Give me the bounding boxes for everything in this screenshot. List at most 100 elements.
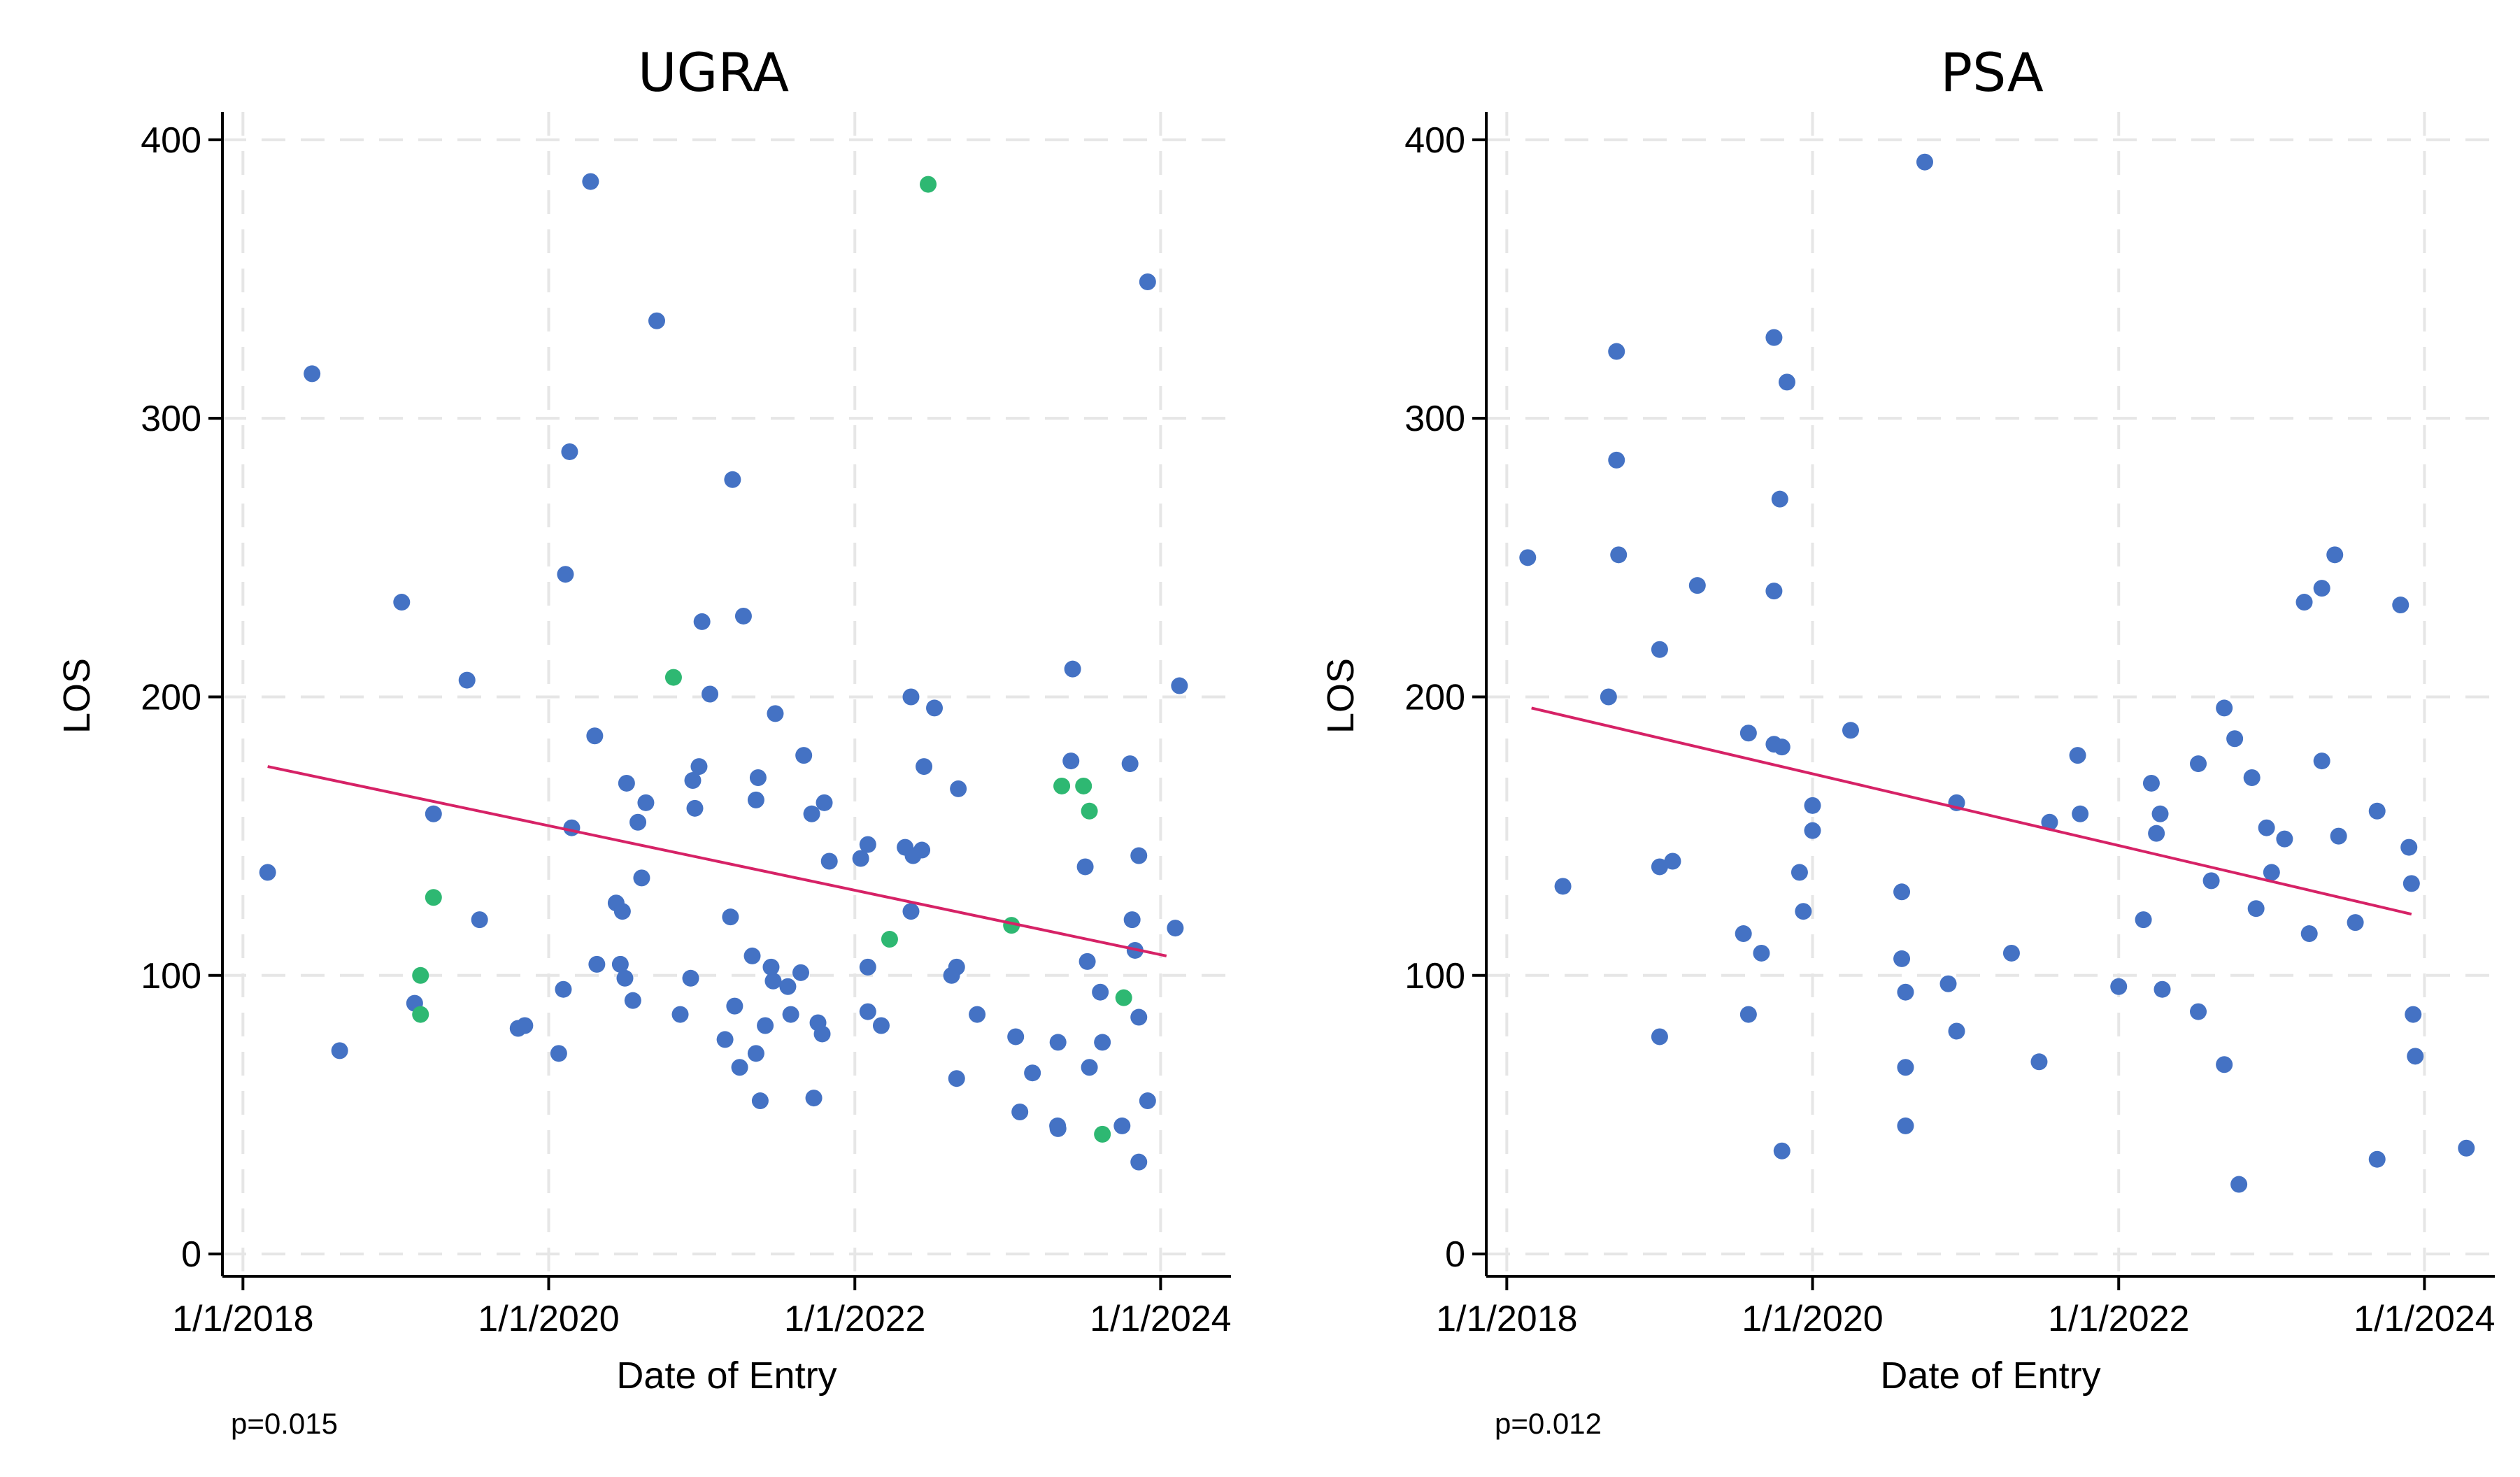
psa-x-tick-label: 1/1/2018 <box>1436 1299 1577 1339</box>
psa-data-point <box>1795 903 1812 920</box>
ugra-data-point <box>920 176 937 193</box>
ugra-data-point <box>1171 677 1188 694</box>
psa-data-point <box>2405 1006 2422 1023</box>
ugra-data-point <box>1079 952 1096 970</box>
ugra-data-point <box>751 1092 769 1110</box>
ugra-data-point <box>618 774 635 792</box>
ugra-data-point <box>1094 1034 1111 1051</box>
ugra-data-point <box>1064 660 1081 678</box>
ugra-x-ticks: 1/1/2018 1/1/2020 1/1/2022 1/1/2024 <box>172 1276 1232 1339</box>
ugra-data-point <box>1081 1059 1098 1076</box>
psa-data-point <box>2072 805 2089 822</box>
ugra-data-point <box>671 1006 689 1023</box>
ugra-y-tick-label: 400 <box>141 120 201 161</box>
ugra-fit-line <box>267 765 1167 957</box>
psa-data-point <box>2154 980 2171 998</box>
ugra-x-label: Date of Entry <box>616 1355 837 1397</box>
psa-data-point <box>2041 813 2058 831</box>
ugra-data-point <box>724 471 741 488</box>
psa-data-point <box>2326 546 2344 564</box>
ugra-data-point <box>1130 1008 1148 1026</box>
psa-data-point <box>2216 1056 2233 1073</box>
ugra-data-point <box>716 1031 734 1048</box>
psa-y-tick-label: 200 <box>1404 677 1465 718</box>
ugra-data-point <box>734 607 752 625</box>
ugra-data-point <box>1062 752 1080 770</box>
psa-data-point <box>1608 343 1625 360</box>
ugra-data-point <box>747 791 764 808</box>
psa-data-point <box>2216 699 2233 717</box>
psa-data-point <box>1897 1117 1914 1134</box>
ugra-data-point <box>1115 989 1132 1006</box>
ugra-data-point <box>1049 1034 1067 1051</box>
psa-x-tick-label: 1/1/2024 <box>2354 1299 2495 1339</box>
ugra-data-point <box>331 1042 348 1059</box>
psa-data-point <box>2313 580 2330 597</box>
ugra-data-point <box>624 992 641 1009</box>
psa-data-point <box>2135 911 2152 929</box>
ugra-data-point <box>582 173 599 190</box>
psa-data-point <box>2347 914 2364 932</box>
psa-data-point <box>2295 594 2313 611</box>
psa-points <box>1519 153 2475 1193</box>
ugra-data-point <box>1123 911 1141 929</box>
psa-data-point <box>2247 900 2265 918</box>
ugra-data-point <box>1081 802 1098 820</box>
ugra-data-point <box>795 747 813 764</box>
psa-data-point <box>2400 839 2418 856</box>
psa-data-point <box>1916 153 1933 171</box>
ugra-data-point <box>690 758 708 776</box>
ugra-data-point <box>859 836 876 853</box>
psa-data-point <box>1739 1006 1757 1023</box>
ugra-data-point <box>913 841 931 859</box>
psa-x-label: Date of Entry <box>1880 1355 2100 1397</box>
psa-data-point <box>2110 978 2128 995</box>
psa-y-ticks: 0 100 200 300 400 <box>1404 120 1486 1275</box>
psa-data-point <box>2407 1048 2424 1065</box>
psa-data-point <box>2368 802 2386 820</box>
psa-data-point <box>1554 878 1572 895</box>
psa-y-tick-label: 100 <box>1404 956 1465 997</box>
ugra-data-point <box>872 1017 890 1034</box>
ugra-data-point <box>393 594 411 611</box>
psa-y-tick-label: 400 <box>1404 120 1465 161</box>
psa-data-point <box>1773 738 1791 756</box>
psa-data-point <box>1608 451 1625 469</box>
ugra-data-point <box>792 964 809 981</box>
psa-data-point <box>1948 1022 1965 1040</box>
psa-title: PSA <box>1940 41 2043 104</box>
ugra-data-point <box>425 805 442 822</box>
ugra-data-point <box>1007 1028 1025 1046</box>
ugra-data-point <box>1075 777 1092 794</box>
psa-data-point <box>1735 925 1752 943</box>
ugra-x-tick-label: 1/1/2022 <box>784 1299 925 1339</box>
ugra-data-point <box>1092 983 1109 1001</box>
ugra-data-point <box>764 972 782 990</box>
ugra-data-point <box>902 903 920 920</box>
ugra-data-point <box>969 1006 986 1023</box>
ugra-data-point <box>412 1006 429 1023</box>
psa-data-point <box>2190 755 2207 773</box>
ugra-data-point <box>588 955 606 973</box>
psa-data-point <box>1893 883 1911 901</box>
psa-data-point <box>1771 490 1788 508</box>
psa-data-point <box>1688 577 1706 594</box>
psa-data-point <box>2263 864 2280 881</box>
psa-data-point <box>1765 583 1783 600</box>
psa-data-point <box>1804 822 1821 839</box>
psa-data-point <box>2202 872 2220 890</box>
ugra-data-point <box>555 980 572 998</box>
ugra-data-point <box>1053 777 1071 794</box>
psa-data-point <box>1651 858 1668 876</box>
ugra-grid <box>222 112 1231 1276</box>
ugra-data-point <box>803 805 820 822</box>
psa-data-point <box>2142 774 2160 792</box>
ugra-data-point <box>805 1090 823 1107</box>
ugra-data-point <box>820 852 838 870</box>
psa-data-point <box>1842 722 1859 739</box>
ugra-data-point <box>852 850 869 867</box>
psa-data-point <box>2392 597 2409 614</box>
psa-data-point <box>1939 975 1957 992</box>
